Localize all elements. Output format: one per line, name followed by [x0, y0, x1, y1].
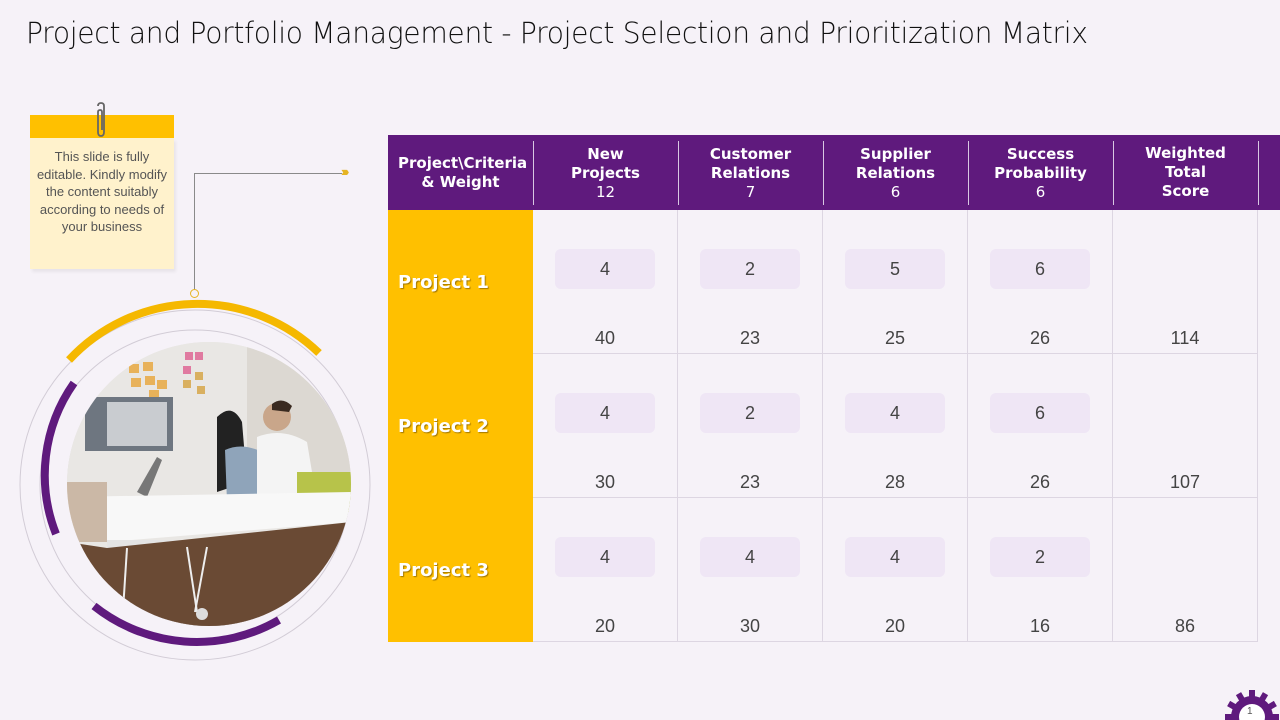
table-cell: 6 26: [968, 210, 1113, 354]
table-cell: 4 30: [533, 354, 678, 498]
score-box: 2: [700, 393, 800, 433]
table-cell: 4 20: [533, 498, 678, 642]
header-label: Weighted Total Score: [1145, 144, 1226, 200]
header-weight: 6: [890, 182, 901, 201]
header-divider: [1258, 141, 1259, 205]
header-divider: [678, 141, 679, 205]
header-divider: [968, 141, 969, 205]
weighted-value: 30: [739, 616, 761, 636]
connector-dot: [190, 289, 199, 298]
header-label: New Projects: [570, 144, 640, 182]
header-weight: 6: [1035, 182, 1046, 201]
header-success-probability: Success Probability 6: [968, 135, 1113, 210]
weighted-value: 23: [739, 472, 761, 492]
header-supplier-relations: Supplier Relations 6: [823, 135, 968, 210]
paperclip-icon: [97, 102, 105, 137]
weighted-value: 20: [884, 616, 906, 636]
photo-circle-graphic: [14, 298, 376, 668]
table-header: Project\Criteria & Weight New Projects 1…: [388, 135, 1280, 210]
table-cell: 2 23: [678, 354, 823, 498]
table-cell: 2 16: [968, 498, 1113, 642]
weighted-value: 26: [1029, 472, 1051, 492]
header-label: Supplier Relations: [855, 144, 936, 182]
header-label: Customer Relations: [709, 144, 792, 182]
header-new-projects: New Projects 12: [533, 135, 678, 210]
score-box: 4: [555, 249, 655, 289]
page-number: 1: [1247, 706, 1253, 717]
sticky-note-text: This slide is fully editable. Kindly mod…: [30, 138, 174, 269]
slide-title: Project and Portfolio Management - Proje…: [26, 16, 1088, 50]
score-box: 4: [845, 537, 945, 577]
score-box: 5: [845, 249, 945, 289]
table-cell-total: 114: [1113, 210, 1258, 354]
header-weight: 12: [595, 182, 616, 201]
connector-line-vertical: [194, 173, 195, 290]
table-cell: 4 40: [533, 210, 678, 354]
decorative-rings: [19, 299, 371, 661]
score-box: 4: [700, 537, 800, 577]
total-score: 107: [1169, 472, 1201, 492]
table-cell: 5 25: [823, 210, 968, 354]
score-box: 6: [990, 393, 1090, 433]
table-cell: 4 28: [823, 354, 968, 498]
table-cell-total: 86: [1113, 498, 1258, 642]
score-box: 2: [700, 249, 800, 289]
weighted-value: 20: [594, 616, 616, 636]
score-box: 4: [555, 537, 655, 577]
gear-icon: [1225, 690, 1279, 720]
weighted-value: 30: [594, 472, 616, 492]
weighted-value: 16: [1029, 616, 1051, 636]
header-label: Project\Criteria & Weight: [398, 153, 528, 191]
score-box: 6: [990, 249, 1090, 289]
weighted-value: 28: [884, 472, 906, 492]
table-cell: 2 23: [678, 210, 823, 354]
project-label: Project 2: [388, 354, 533, 498]
weighted-value: 40: [594, 328, 616, 348]
table-cell: 6 26: [968, 354, 1113, 498]
header-weight: 7: [745, 182, 756, 201]
score-box: 2: [990, 537, 1090, 577]
header-divider: [533, 141, 534, 205]
table-row: Project 2 4 30 2 23 4 28 6 26 107: [388, 354, 1259, 498]
total-score: 114: [1170, 328, 1200, 348]
table-cell: 4 30: [678, 498, 823, 642]
connector-line-horizontal: [194, 173, 342, 174]
table-row: Project 3 4 20 4 30 4 20 2 16 86: [388, 498, 1259, 642]
project-label: Project 3: [388, 498, 533, 642]
weighted-value: 23: [739, 328, 761, 348]
project-label: Project 1: [388, 210, 533, 354]
team-meeting-photo: [67, 342, 351, 626]
header-project-criteria: Project\Criteria & Weight: [388, 135, 533, 210]
header-weighted-total: Weighted Total Score: [1113, 135, 1258, 210]
header-divider: [1113, 141, 1114, 205]
score-box: 4: [555, 393, 655, 433]
chevron-arrows-icon: ››››: [341, 164, 350, 179]
table-cell-total: 107: [1113, 354, 1258, 498]
header-customer-relations: Customer Relations 7: [678, 135, 823, 210]
weighted-value: 26: [1029, 328, 1051, 348]
table-row: Project 1 4 40 2 23 5 25 6 26 114: [388, 210, 1259, 354]
weighted-value: 25: [884, 328, 906, 348]
total-score: 86: [1174, 616, 1196, 636]
sticky-note: This slide is fully editable. Kindly mod…: [30, 115, 174, 269]
header-label: Success Probability: [994, 144, 1087, 182]
score-box: 4: [845, 393, 945, 433]
header-divider: [823, 141, 824, 205]
table-cell: 4 20: [823, 498, 968, 642]
